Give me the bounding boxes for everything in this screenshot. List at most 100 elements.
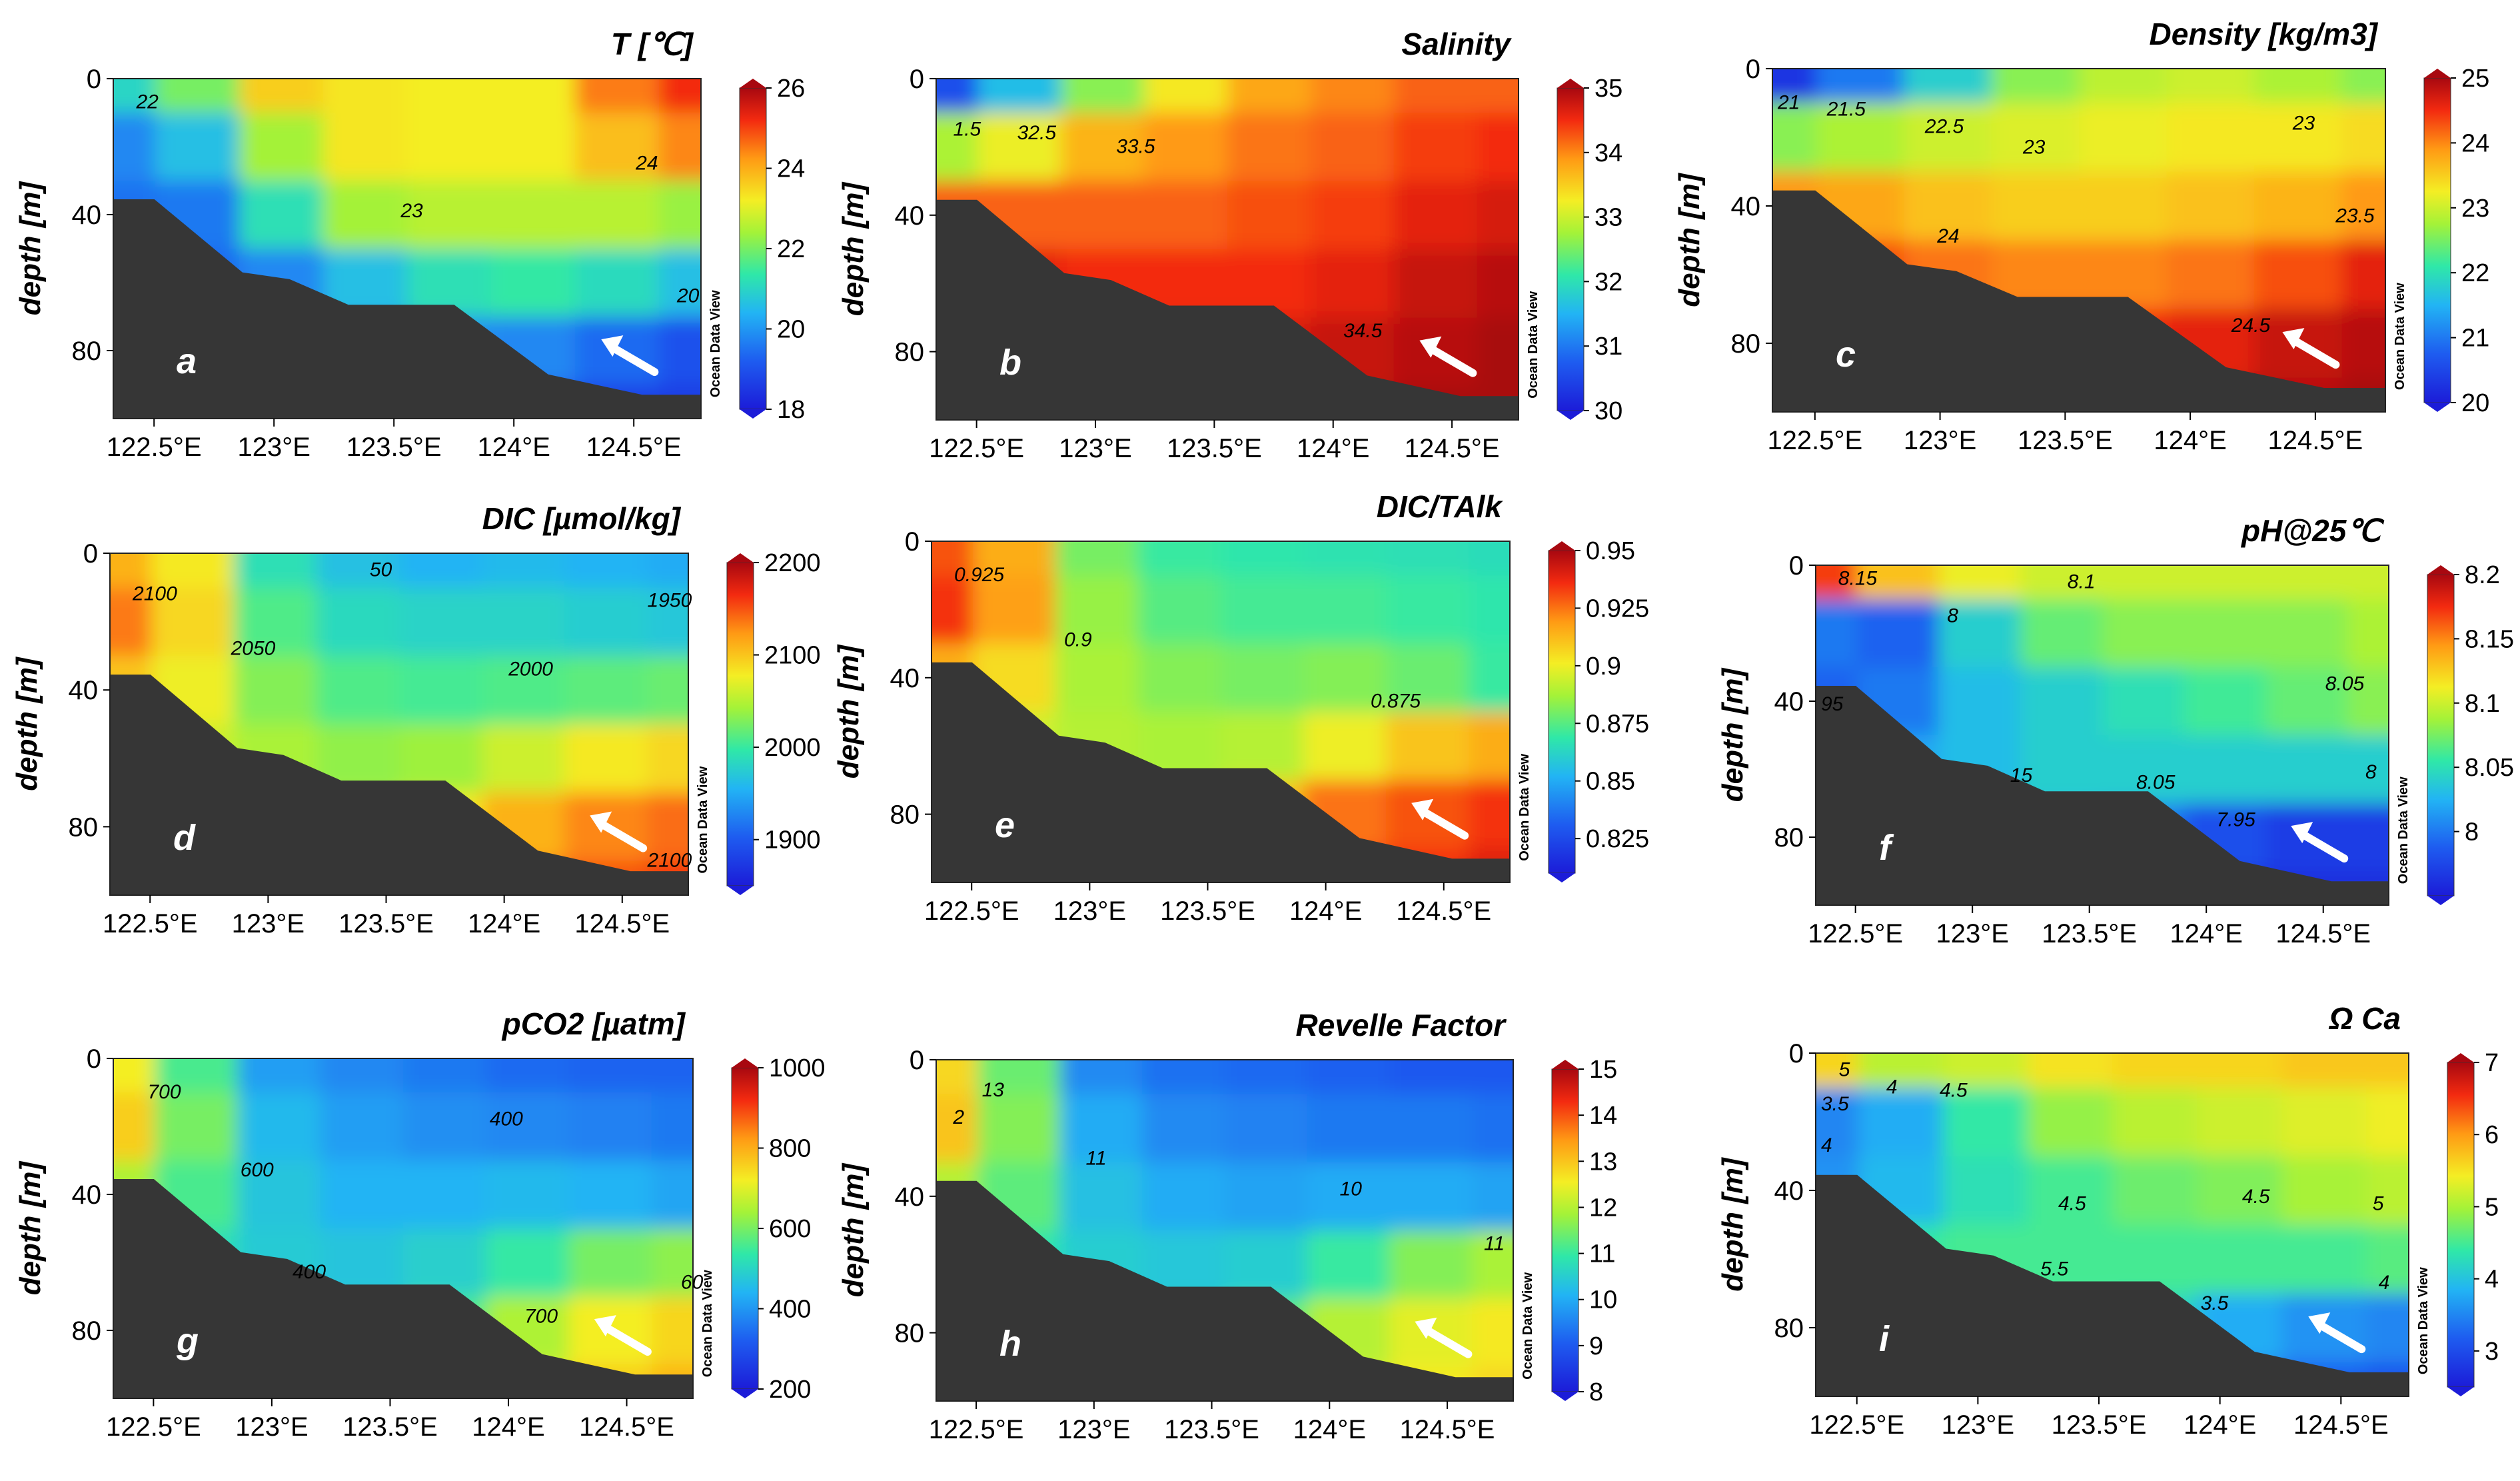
contour-label: 4.5 (2242, 1186, 2270, 1208)
y-axis-label: depth [m] (1716, 1157, 1749, 1292)
x-tick-label: 122.5°E (1767, 426, 1862, 455)
colorbar-tick-label: 0.825 (1586, 825, 1649, 853)
seafloor (1816, 686, 2389, 905)
x-tick-label: 123.5°E (1160, 896, 1255, 926)
colorbar-tick-label: 14 (1589, 1102, 1617, 1130)
colorbar-cap-bottom (732, 1389, 758, 1398)
field-cell (1991, 103, 2080, 173)
field-cell (399, 655, 483, 726)
seafloor (936, 1180, 1513, 1401)
field-cell (2347, 599, 2389, 669)
flow-arrow-icon (1421, 808, 1469, 840)
flow-arrow-icon (1429, 345, 1477, 377)
contour-label: 10 (1340, 1178, 1363, 1200)
colorbar-tick-label: 13 (1589, 1148, 1617, 1176)
field-cell (2197, 1156, 2283, 1226)
colorbar-cap-bottom (2427, 896, 2454, 905)
x-tick-label: 123°E (235, 1412, 308, 1442)
plot-frame (113, 78, 702, 419)
x-tick-label: 122.5°E (1808, 919, 1903, 948)
panel-letter: g (176, 1321, 199, 1361)
colorbar-tick-label: 8.05 (2465, 754, 2514, 782)
source-note: Ocean Data View (1521, 1272, 1535, 1380)
contour-label: 600 (241, 1159, 274, 1181)
field-cell (2366, 1087, 2409, 1158)
field-cell (1942, 1053, 2029, 1089)
field-cell (403, 1160, 488, 1230)
source-note: Ocean Data View (700, 1270, 715, 1377)
colorbar-cap-top (2447, 1053, 2474, 1062)
x-tick-label: 124°E (2184, 1410, 2256, 1440)
y-axis-label: depth [m] (14, 181, 47, 315)
y-axis-label: depth [m] (11, 657, 43, 791)
colorbar-tick-label: 24 (777, 155, 805, 183)
field-cell (407, 181, 492, 250)
field-cell (239, 79, 324, 114)
x-tick-label: 123.5°E (2042, 919, 2137, 948)
field-cell (486, 1092, 570, 1162)
field-cell (1221, 575, 1305, 645)
y-tick-label: 80 (1731, 329, 1761, 359)
y-axis-label: depth [m] (1716, 667, 1749, 802)
contour-label: 11 (1086, 1147, 1107, 1169)
field-cell (113, 1058, 157, 1094)
colorbar-cap-top (740, 79, 766, 88)
colorbar-tick-label: 20 (777, 316, 805, 344)
field-cell (1938, 599, 2022, 669)
field-cell (151, 587, 235, 657)
field-cell (647, 553, 688, 589)
colorbar-tick-label: 0.95 (1586, 537, 1635, 565)
contour-label: 0.9 (1064, 629, 1092, 651)
field-cell (1991, 69, 2080, 105)
field-cell (575, 79, 660, 114)
field-cell (1472, 1162, 1513, 1232)
x-tick-label: 124.5°E (2293, 1410, 2389, 1440)
contour-label: 2050 (231, 638, 276, 660)
field-cell (568, 1058, 653, 1094)
colorbar-tick-label: 3 (2485, 1338, 2499, 1366)
panel-title: DIC [µmol/kg] (482, 501, 682, 536)
colorbar-tick-label: 2000 (764, 734, 821, 762)
field-cell (2347, 565, 2389, 601)
field-cell (491, 249, 576, 318)
panel-a: 22 23 24 20 a T [℃] depth [m] 0 40 80 122.5°E 123°E… (14, 27, 805, 462)
x-tick-label: 122.5°E (107, 433, 202, 462)
field-cell (407, 79, 492, 114)
colorbar-tick-label: 0.875 (1586, 710, 1649, 738)
field-cell (2197, 1224, 2283, 1295)
y-tick-label: 40 (1731, 192, 1761, 221)
field-cell (2341, 309, 2385, 379)
field-cell (1310, 181, 1395, 251)
y-tick-label: 0 (83, 539, 98, 569)
x-tick-label: 124°E (468, 909, 540, 938)
field-cell (651, 1228, 693, 1298)
x-tick-label: 123.5°E (2018, 426, 2113, 455)
y-tick-label: 0 (1746, 55, 1760, 84)
flow-arrowhead-icon (590, 811, 612, 833)
y-tick-label: 80 (72, 1316, 102, 1346)
contour-label: 95 (1821, 693, 1844, 715)
colorbar (739, 87, 767, 410)
field-cell (1227, 79, 1312, 115)
contour-label: 50 (370, 559, 392, 581)
field-cell (237, 1058, 322, 1094)
colorbar-tick-label: 600 (769, 1215, 811, 1243)
colorbar-cap-bottom (2447, 1387, 2474, 1396)
contour-label: 11 (1484, 1232, 1505, 1254)
contour-label: 33.5 (1116, 135, 1155, 157)
x-tick-label: 124°E (1297, 434, 1369, 463)
field-cell (2253, 69, 2343, 105)
flow-arrow-icon (2317, 1322, 2366, 1354)
colorbar-cap-top (1549, 541, 1575, 551)
colorbar-cap-top (732, 1058, 758, 1068)
flow-arrow-icon (599, 820, 648, 852)
field-cell (2366, 1293, 2409, 1364)
field-cell (1942, 1087, 2029, 1158)
field-cell (1816, 599, 1858, 669)
colorbar-cap-bottom (1549, 873, 1575, 882)
field-cell (1386, 575, 1470, 645)
x-tick-label: 124.5°E (1396, 896, 1491, 926)
field-cell (1303, 541, 1387, 577)
field-cell (659, 249, 701, 318)
